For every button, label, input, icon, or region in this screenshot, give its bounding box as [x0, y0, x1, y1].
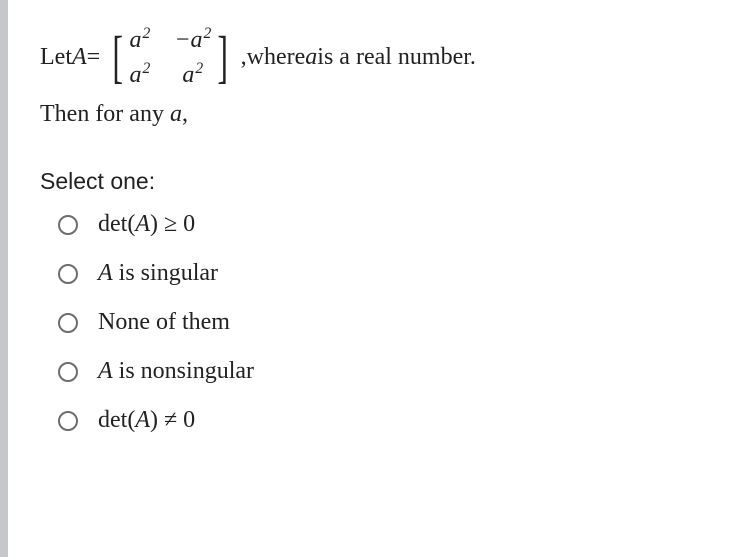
equals-sign: = — [87, 44, 101, 71]
real-number-text: is a real number. — [317, 44, 476, 71]
question-content: Let A = [ a2 −a2 a2 a2 ] , whe — [0, 0, 740, 476]
opt4-post: ) ≠ 0 — [150, 407, 195, 433]
radio-icon[interactable] — [58, 362, 78, 382]
opt0-var: A — [135, 211, 150, 237]
left-accent-border — [0, 0, 8, 557]
radio-icon[interactable] — [58, 264, 78, 284]
then-text: Then for any — [40, 101, 170, 127]
m22-base: a — [182, 62, 194, 88]
matrix-cell-21: a2 — [130, 60, 151, 89]
radio-icon[interactable] — [58, 215, 78, 235]
matrix-grid: a2 −a2 a2 a2 — [130, 25, 212, 89]
option-2-text: None of them — [98, 309, 230, 336]
m21-sup: 2 — [143, 60, 151, 77]
m12-base: a — [191, 27, 203, 53]
opt3-post: is nonsingular — [113, 358, 254, 384]
radio-icon[interactable] — [58, 411, 78, 431]
option-3-text: A is nonsingular — [98, 358, 254, 385]
then-comma: , — [182, 101, 188, 127]
matrix: [ a2 −a2 a2 a2 ] — [108, 25, 232, 89]
opt1-post: is singular — [113, 260, 218, 286]
option-1-text: A is singular — [98, 260, 218, 287]
m22-sup: 2 — [195, 60, 203, 77]
option-0[interactable]: det(A) ≥ 0 — [58, 211, 710, 238]
m11-sup: 2 — [143, 25, 151, 42]
question-statement-line1: Let A = [ a2 −a2 a2 a2 ] , whe — [40, 25, 710, 89]
m11-base: a — [130, 27, 142, 53]
opt1-var: A — [98, 260, 113, 286]
option-4[interactable]: det(A) ≠ 0 — [58, 407, 710, 434]
matrix-cell-11: a2 — [130, 25, 151, 54]
matrix-cell-12: −a2 — [174, 25, 211, 54]
m21-base: a — [130, 62, 142, 88]
opt4-pre: det( — [98, 407, 135, 433]
question-statement-line2: Then for any a, — [40, 101, 710, 128]
let-text: Let — [40, 44, 72, 71]
option-4-text: det(A) ≠ 0 — [98, 407, 195, 434]
opt0-post: ) ≥ 0 — [150, 211, 195, 237]
radio-icon[interactable] — [58, 313, 78, 333]
options-list: det(A) ≥ 0 A is singular None of them A … — [40, 211, 710, 434]
m12-neg: − — [174, 27, 190, 53]
m12-sup: 2 — [204, 25, 212, 42]
where-text: where — [247, 44, 306, 71]
select-one-label: Select one: — [40, 168, 710, 195]
option-3[interactable]: A is nonsingular — [58, 358, 710, 385]
right-bracket: ] — [218, 28, 229, 86]
matrix-cell-22: a2 — [174, 60, 211, 89]
left-bracket: [ — [113, 28, 124, 86]
option-0-text: det(A) ≥ 0 — [98, 211, 195, 238]
opt4-var: A — [135, 407, 150, 433]
opt0-pre: det( — [98, 211, 135, 237]
variable-A: A — [72, 44, 87, 71]
option-1[interactable]: A is singular — [58, 260, 710, 287]
variable-a: a — [305, 44, 317, 71]
option-2[interactable]: None of them — [58, 309, 710, 336]
then-var-a: a — [170, 101, 182, 127]
opt3-var: A — [98, 358, 113, 384]
